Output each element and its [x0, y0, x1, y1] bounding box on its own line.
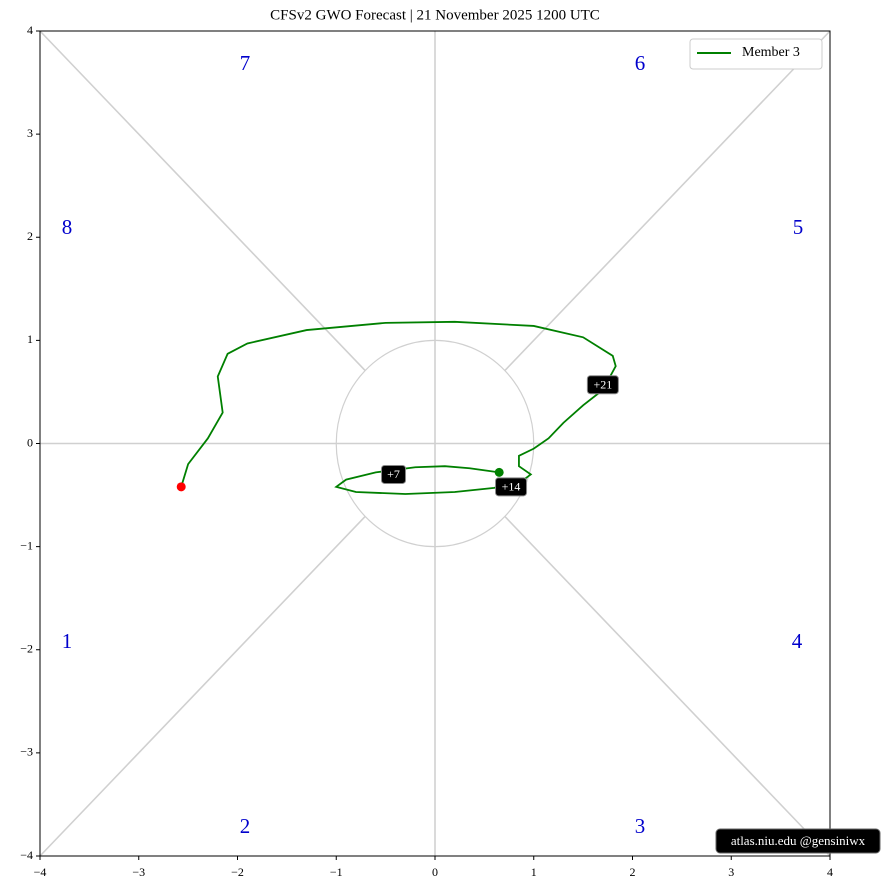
series-line	[180, 320, 617, 495]
x-tick-label: −1	[330, 865, 343, 879]
phase-label: 6	[635, 51, 646, 75]
phase-divider	[39, 515, 366, 857]
y-tick-label: −2	[20, 642, 33, 656]
x-tick-label: −2	[231, 865, 244, 879]
phase-label: 8	[62, 215, 73, 239]
x-tick-label: −3	[132, 865, 145, 879]
phase-label: 7	[240, 51, 251, 75]
chart-title: CFSv2 GWO Forecast | 21 November 2025 12…	[270, 7, 600, 23]
annotation-box	[495, 477, 528, 497]
phase-label: 4	[792, 629, 803, 653]
phase-label: 1	[62, 629, 73, 653]
phase-divider	[504, 30, 831, 372]
start-point	[494, 467, 504, 477]
x-tick-label: −4	[34, 865, 47, 879]
y-tick-label: 1	[27, 332, 33, 346]
phase-divider	[39, 30, 366, 372]
annotation-label: +21	[593, 377, 612, 391]
y-tick-label: 2	[27, 229, 33, 243]
annotation-label: +7	[387, 467, 400, 481]
phase-label: 3	[635, 814, 646, 838]
y-tick-label: 3	[27, 126, 33, 140]
y-tick-label: −1	[20, 538, 33, 552]
y-tick-label: −3	[20, 745, 33, 759]
phase-label: 2	[240, 814, 251, 838]
legend-box	[689, 38, 823, 70]
watermark: atlas.niu.edu @gensiniwx	[731, 833, 866, 848]
annotation-box	[381, 464, 407, 484]
phase-label: 5	[793, 215, 804, 239]
annotation-box	[586, 375, 619, 395]
x-tick-label: 1	[531, 865, 537, 879]
x-tick-label: 3	[728, 865, 734, 879]
x-tick-label: 2	[630, 865, 636, 879]
legend-label: Member 3	[742, 45, 800, 60]
end-point	[176, 482, 186, 492]
phase-divider	[504, 515, 831, 857]
y-tick-label: 4	[27, 23, 33, 37]
y-tick-label: −4	[20, 848, 33, 862]
watermark-box	[715, 828, 881, 854]
annotation-label: +14	[502, 480, 521, 494]
unit-circle	[335, 339, 535, 548]
y-tick-label: 0	[27, 435, 33, 449]
x-tick-label: 0	[432, 865, 438, 879]
x-tick-label: 4	[827, 865, 833, 879]
